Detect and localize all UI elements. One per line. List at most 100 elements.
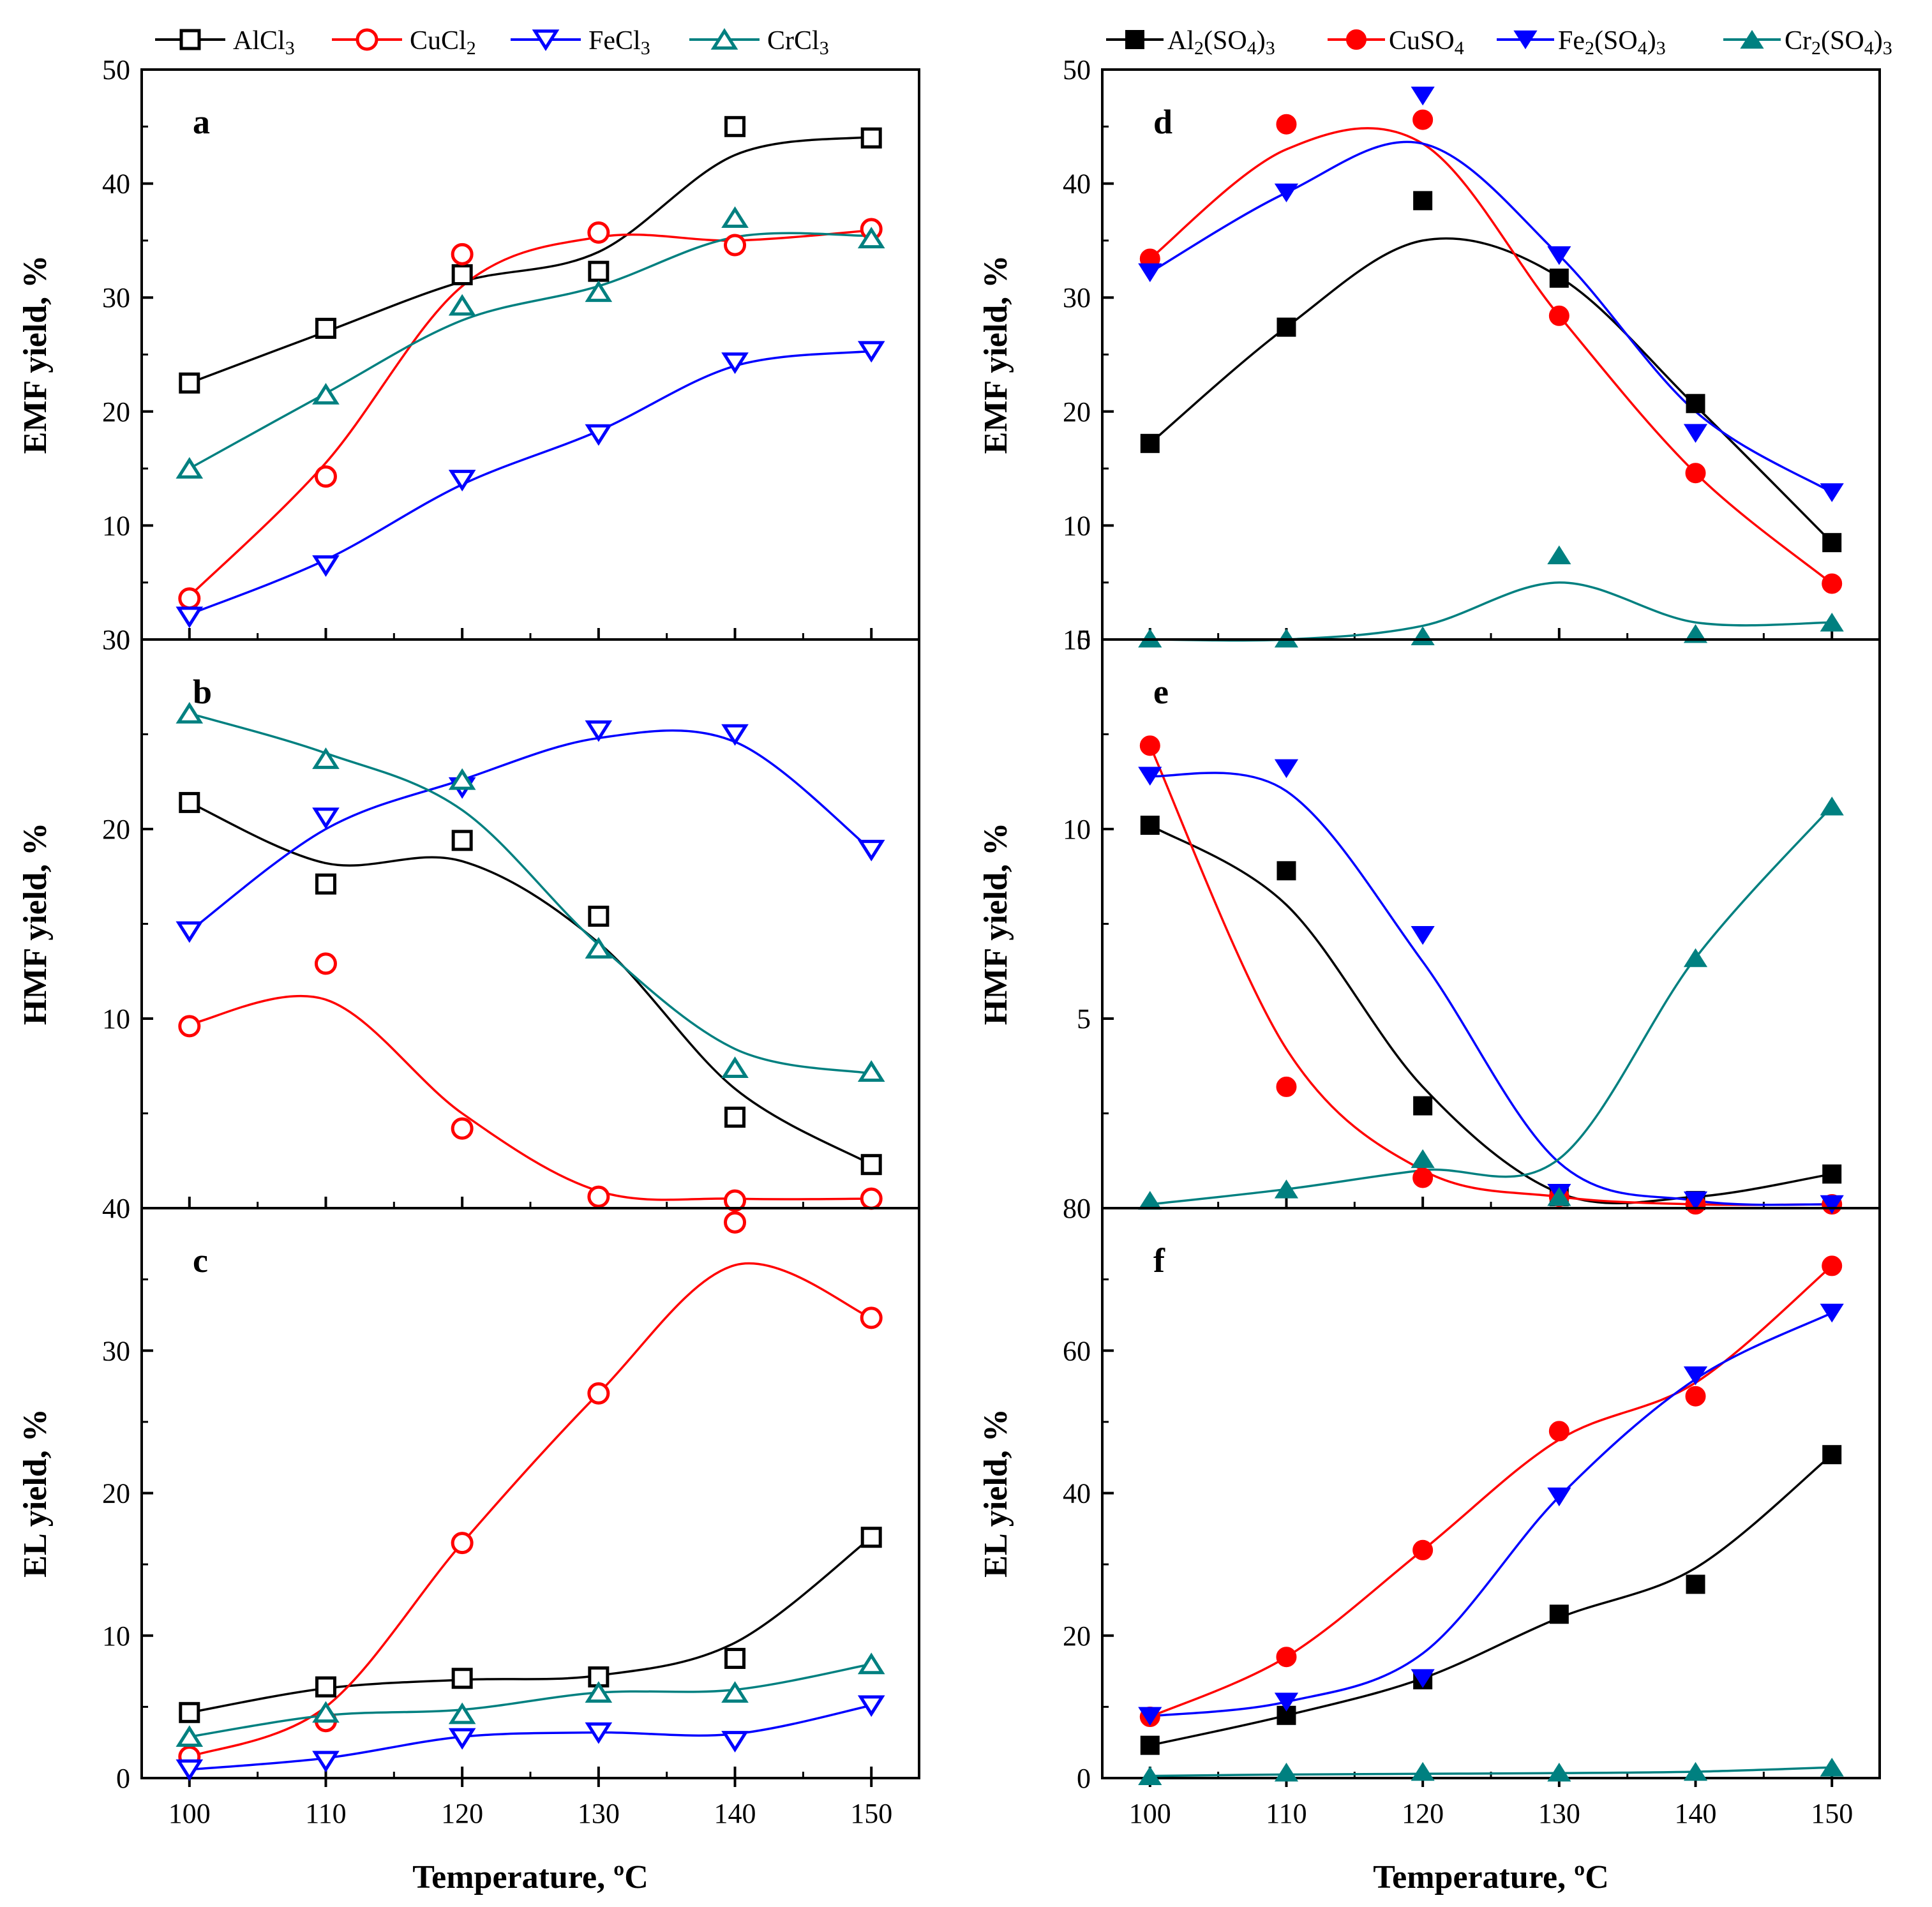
data-point-Al2SO43 [1549, 268, 1569, 288]
data-point-Al2SO43 [1413, 191, 1433, 211]
legend-right: Al2(SO4)3 CuSO4 Fe2(SO4)3 Cr2(SO4)3 [1106, 26, 1892, 59]
data-point-CuSO4 [1412, 1167, 1434, 1188]
data-point-CrCl3 [176, 457, 204, 479]
data-point-Cr2SO43 [1274, 1179, 1299, 1199]
series-line-CuSO4 [1149, 1265, 1833, 1718]
legend-label: AlCl3 [233, 26, 295, 59]
data-point-FeCl3 [585, 720, 613, 742]
y-tick-label: 10 [102, 1003, 130, 1035]
data-point-AlCl3 [724, 116, 746, 137]
data-point-AlCl3 [860, 1154, 882, 1176]
data-point-Al2SO43 [1549, 1604, 1569, 1624]
data-point-AlCl3 [860, 1527, 882, 1548]
series-line-FeCl3 [189, 1704, 872, 1771]
data-point-AlCl3 [179, 791, 200, 813]
x-tick-label: 110 [1266, 1798, 1307, 1829]
panel-letter: a [193, 103, 210, 141]
x-tick-label: 130 [1538, 1798, 1580, 1829]
y-tick-label: 10 [1063, 510, 1091, 541]
y-tick-label: 0 [116, 624, 130, 655]
y-tick-label: 20 [1063, 396, 1091, 428]
legend-label: CuSO4 [1389, 26, 1464, 59]
data-point-Al2SO43 [1822, 1164, 1842, 1184]
legend-item-CrCl3: CrCl3 [689, 26, 829, 59]
data-point-CrCl3 [585, 280, 613, 303]
data-point-AlCl3 [860, 127, 882, 149]
data-point-Al2SO43 [1140, 433, 1160, 453]
data-point-CrCl3 [312, 747, 340, 769]
data-point-Fe2SO43 [1411, 1669, 1435, 1688]
data-point-Fe2SO43 [1820, 483, 1844, 502]
data-point-FeCl3 [312, 807, 340, 830]
data-point-Cr2SO43 [1547, 1762, 1571, 1782]
legend-item-CuCl2: CuCl2 [332, 26, 476, 59]
y-tick-label: 0 [116, 1763, 130, 1794]
legend-item-CuSO4: CuSO4 [1328, 26, 1464, 59]
data-point-CrCl3 [857, 1060, 885, 1082]
series-line-CrCl3 [189, 1663, 872, 1738]
data-point-Fe2SO43 [1274, 759, 1299, 779]
y-tick-label: 30 [1063, 282, 1091, 313]
panel-c: 0 10 20 30 40 100 110 120 130 140 150 EL yield, % c [17, 1193, 920, 1829]
panel-d: 0 10 20 30 40 50 EMF yield, % d [978, 54, 1881, 655]
data-point-Cr2SO43 [1274, 1762, 1299, 1782]
y-tick-label: 0 [1077, 1193, 1091, 1224]
data-point-AlCl3 [179, 1701, 200, 1723]
y-tick-label: 40 [1063, 1478, 1091, 1509]
legend-label: CrCl3 [767, 26, 829, 59]
data-point-Cr2SO43 [1138, 1766, 1162, 1785]
legend-label: Cr2(SO4)3 [1785, 26, 1892, 59]
data-point-FeCl3 [721, 724, 749, 746]
series-line-AlCl3 [189, 1536, 872, 1714]
data-point-CuSO4 [1412, 1539, 1434, 1560]
legend-marker-Fe2SO43 [1513, 30, 1538, 50]
x-axis-titles: Temperature, ºC Temperature, ºC [412, 1859, 1609, 1896]
data-point-Al2SO43 [1140, 816, 1160, 835]
data-point-FeCl3 [176, 921, 204, 943]
y-tick-label: 10 [1063, 814, 1091, 845]
data-point-CrCl3 [857, 227, 885, 249]
y-axis-title: EMF yield, % [17, 255, 54, 454]
data-point-Al2SO43 [1277, 861, 1296, 881]
y-axis-title: HMF yield, % [978, 823, 1014, 1025]
data-point-CuSO4 [1685, 1386, 1706, 1407]
series-line-CuSO4 [1149, 127, 1833, 585]
data-point-Fe2SO43 [1820, 1195, 1844, 1215]
y-tick-label: 20 [102, 814, 130, 845]
data-point-AlCl3 [451, 830, 473, 851]
data-point-CuCl2 [451, 1532, 474, 1555]
data-point-CuSO4 [1276, 1076, 1297, 1097]
data-point-Fe2SO43 [1820, 1303, 1844, 1323]
data-point-Fe2SO43 [1411, 926, 1435, 945]
panel-letter: e [1153, 673, 1169, 711]
panel-letter: b [193, 673, 212, 711]
series-line-FeCl3 [189, 350, 872, 616]
data-point-FeCl3 [176, 1759, 204, 1781]
y-tick-label: 40 [1063, 168, 1091, 200]
panel-f: 0 20 40 60 80 100 110 120 130 140 150 EL yield, % f [978, 1193, 1881, 1829]
legend-item-Cr2SO43: Cr2(SO4)3 [1723, 26, 1892, 59]
y-tick-label: 20 [102, 1478, 130, 1509]
data-point-CuSO4 [1276, 1647, 1297, 1668]
data-point-CrCl3 [176, 701, 204, 724]
data-point-CuCl2 [860, 1187, 883, 1210]
y-tick-label: 50 [1063, 54, 1091, 86]
data-point-CrCl3 [585, 937, 613, 959]
x-tick-label: 140 [714, 1798, 756, 1829]
legend-label: Al2(SO4)3 [1167, 26, 1275, 59]
data-point-Al2SO43 [1413, 1096, 1433, 1116]
data-point-CuCl2 [724, 234, 747, 257]
data-point-Fe2SO43 [1547, 1487, 1571, 1507]
x-axis-title: Temperature, ºC [1373, 1859, 1609, 1896]
data-point-Cr2SO43 [1411, 1149, 1435, 1169]
data-point-FeCl3 [312, 555, 340, 577]
y-tick-label: 50 [102, 54, 130, 86]
y-tick-label: 80 [1063, 1193, 1091, 1224]
y-tick-label: 5 [1077, 1003, 1091, 1035]
y-tick-label: 10 [102, 1620, 130, 1652]
data-point-CrCl3 [721, 1056, 749, 1079]
series-line-CrCl3 [189, 712, 872, 1075]
data-point-CrCl3 [176, 1725, 204, 1747]
data-point-CuCl2 [860, 1306, 883, 1329]
legend-marker-Cr2SO43 [1740, 29, 1764, 49]
